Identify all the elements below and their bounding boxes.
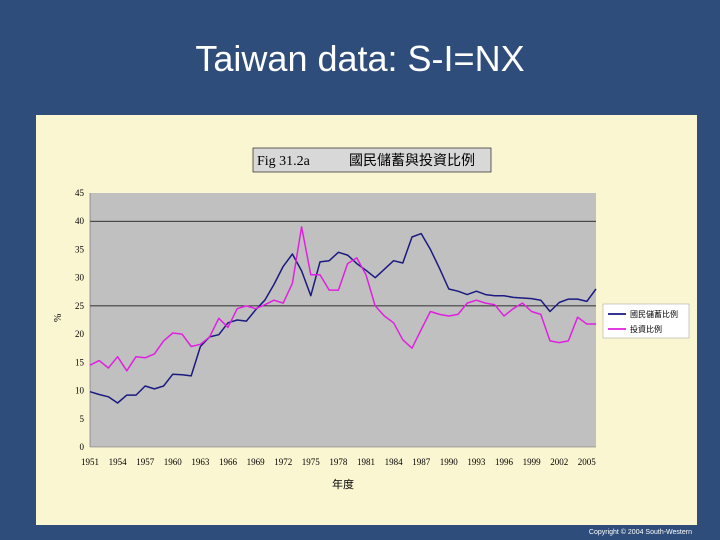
- y-tick-label: 15: [75, 357, 85, 367]
- x-tick-label: 1972: [274, 457, 292, 467]
- slide-title: Taiwan data: S-I=NX: [195, 38, 525, 79]
- x-tick-label: 1999: [523, 457, 542, 467]
- legend-label-1: 國民儲蓄比例: [630, 309, 678, 319]
- series-layer: [89, 226, 597, 404]
- y-tick-label: 20: [75, 329, 85, 339]
- x-tick-label: 1957: [136, 457, 155, 467]
- y-tick-label: 0: [80, 442, 85, 452]
- series-line-2: [89, 226, 596, 372]
- figure-panel: Fig 31.2a 國民儲蓄與投資比例 0 5 10 15 20 25 30 35 40 45 1…: [36, 115, 697, 525]
- x-tick-label: 2002: [550, 457, 568, 467]
- chart-title-box: [252, 147, 492, 173]
- x-tick-label: 1993: [467, 457, 486, 467]
- x-tick-label: 1951: [81, 457, 99, 467]
- x-tick-label: 1978: [329, 457, 348, 467]
- y-tick-label: 10: [75, 386, 85, 396]
- grid-layer: [89, 193, 596, 448]
- legend-label-2: 投資比例: [630, 324, 662, 334]
- legend-box: [602, 303, 690, 339]
- y-axis-ticks: 0 5 10 15 20 25 30 35 40 45: [75, 188, 85, 452]
- chart-title-right: 國民儲蓄與投資比例: [349, 153, 475, 169]
- copyright-text: Copyright © 2004 South-Western: [588, 529, 692, 536]
- x-tick-label: 1954: [109, 457, 128, 467]
- x-tick-label: 1966: [219, 457, 238, 467]
- y-axis-label: %: [53, 314, 64, 322]
- y-tick-label: 5: [80, 414, 85, 424]
- x-tick-label: 1969: [247, 457, 266, 467]
- y-tick-label: 35: [75, 244, 85, 254]
- x-axis-label: 年度: [332, 477, 354, 491]
- y-tick-label: 30: [75, 273, 85, 283]
- plot-area: [90, 193, 596, 447]
- x-tick-label: 1996: [495, 457, 514, 467]
- x-tick-label: 1963: [191, 457, 210, 467]
- chart: Fig 31.2a 國民儲蓄與投資比例 0 5 10 15 20 25 30 35 40 45 1…: [53, 147, 690, 491]
- y-tick-label: 25: [75, 301, 85, 311]
- x-tick-label: 1984: [385, 457, 404, 467]
- x-tick-label: 1960: [164, 457, 183, 467]
- x-tick-label: 1975: [302, 457, 321, 467]
- series-line-1: [89, 232, 597, 404]
- y-tick-label: 40: [75, 216, 85, 226]
- x-axis-ticks: 1951 1954 1957 1960 1963 1966 1969 1972 1975 1978…: [81, 457, 596, 467]
- x-tick-label: 1981: [357, 457, 375, 467]
- x-tick-label: 1990: [440, 457, 459, 467]
- x-tick-label: 1987: [412, 457, 431, 467]
- chart-title-left: Fig 31.2a: [257, 154, 311, 169]
- x-tick-label: 2005: [578, 457, 597, 467]
- y-tick-label: 45: [75, 188, 85, 198]
